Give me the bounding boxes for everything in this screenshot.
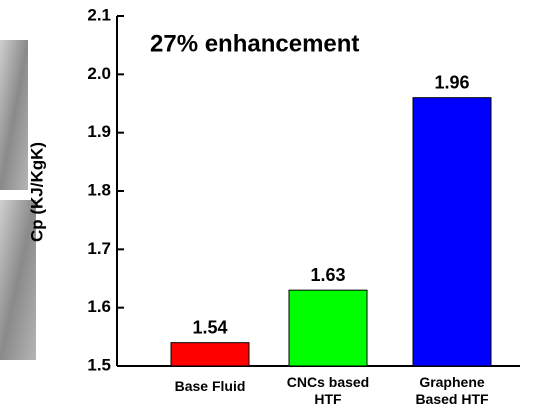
value-label: 1.54 [192,317,227,337]
x-tick-label: Graphene Based HTF [415,374,489,407]
y-tick-label: 1.8 [87,180,111,199]
value-label: 1.63 [310,265,345,285]
y-tick-label: 1.5 [87,355,111,374]
y-tick-label: 1.7 [87,239,111,258]
photo-fragment [0,200,36,360]
y-tick-label: 1.6 [87,297,111,316]
value-label: 1.96 [434,72,469,92]
bar [170,342,250,367]
bar [288,289,368,367]
y-tick-label: 2.0 [87,64,111,83]
x-tick-label: Base Fluid [174,378,246,394]
photo-fragment [0,40,28,190]
annotation: 27% enhancement [150,30,359,57]
bar [412,97,492,367]
y-tick-label: 2.1 [87,5,111,24]
y-tick-label: 1.9 [87,122,111,141]
x-tick-label: CNCs based HTF [286,374,370,407]
y-axis-label: Cp (KJ/KgK) [27,142,46,242]
